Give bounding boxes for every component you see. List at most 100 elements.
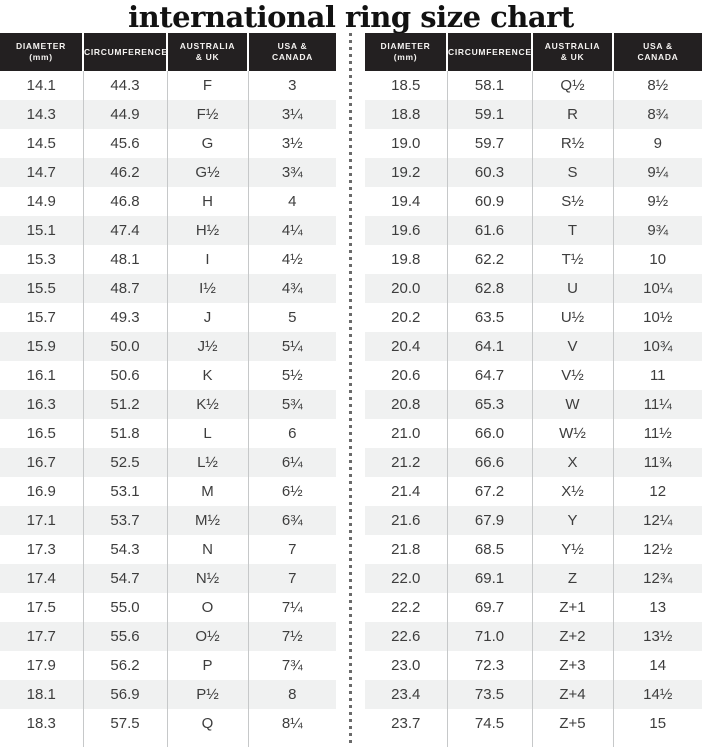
- circumference-cell: 51.8: [82, 419, 167, 448]
- australia-uk-cell: V: [531, 332, 613, 361]
- table-row: 18.5 58.1 Q½ 8½: [365, 71, 702, 100]
- table-row: 21.6 67.9 Y 12¼: [365, 506, 702, 535]
- table-row: 16.5 51.8 L 6: [0, 419, 336, 448]
- header-usa-canada: USA & CANADA: [247, 33, 336, 71]
- circumference-cell: 44.3: [82, 71, 167, 100]
- circumference-cell: 53.7: [82, 506, 167, 535]
- spacer-cell: [365, 738, 447, 747]
- table-body-right: 18.5 58.1 Q½ 8½ 18.8 59.1 R 8¾ 19.0 59.7 R½ 9 19.2 60…: [365, 71, 702, 738]
- spacer-cell: [612, 738, 702, 747]
- usa-canada-cell: 7¾: [247, 651, 336, 680]
- table-row: 17.1 53.7 M½ 6¾: [0, 506, 336, 535]
- circumference-cell: 58.1: [446, 71, 532, 100]
- circumference-cell: 57.5: [82, 709, 167, 738]
- australia-uk-cell: F: [166, 71, 248, 100]
- australia-uk-cell: L: [166, 419, 248, 448]
- usa-canada-cell: 9½: [612, 187, 702, 216]
- diameter-cell: 19.0: [391, 135, 421, 152]
- table-row: 17.5 55.0 O 7¼: [0, 593, 336, 622]
- diameter-cell: 15.5: [0, 274, 83, 303]
- circumference-cell: 68.5: [446, 535, 532, 564]
- diameter-cell: 22.2: [391, 599, 421, 616]
- diameter-cell: 18.8: [365, 100, 447, 129]
- table-separator: [336, 33, 365, 747]
- table-row: 15.1 47.4 H½ 4¼: [0, 216, 336, 245]
- circumference-cell: 73.5: [446, 680, 532, 709]
- usa-canada-cell: 12¾: [612, 564, 702, 593]
- table-body-left: 14.1 44.3 F 3 14.3 44.9 F½ 3¼ 14.5 45.6 G 3½ 14.7 46.…: [0, 71, 336, 738]
- australia-uk-cell: W½: [531, 419, 613, 448]
- circumference-cell: 61.6: [446, 216, 532, 245]
- australia-uk-cell: O: [166, 593, 248, 622]
- diameter-cell: 17.5: [26, 599, 56, 616]
- australia-uk-cell: N½: [166, 564, 248, 593]
- circumference-cell: 72.3: [446, 651, 532, 680]
- usa-canada-cell: 3½: [247, 129, 336, 158]
- table-row: 15.3 48.1 I 4½: [0, 245, 336, 274]
- diameter-cell: 16.5: [26, 425, 56, 442]
- circumference-cell: 66.0: [446, 419, 532, 448]
- circumference-cell: 55.0: [82, 593, 167, 622]
- usa-canada-cell: 8½: [612, 71, 702, 100]
- spacer-cell: [446, 738, 532, 747]
- table-row: 23.7 74.5 Z+5 15: [365, 709, 702, 738]
- table-footer-spacer: [0, 738, 336, 747]
- diameter-cell: 18.1: [0, 680, 83, 709]
- table-row: 16.3 51.2 K½ 5¾: [0, 390, 336, 419]
- usa-canada-cell: 13½: [612, 622, 702, 651]
- table-header: DIAMETER (mm) CIRCUMFERENCE AUSTRALIA & …: [365, 33, 702, 71]
- usa-canada-cell: 14½: [612, 680, 702, 709]
- australia-uk-cell: T½: [531, 245, 613, 274]
- header-line: DIAMETER: [380, 41, 431, 51]
- circumference-cell: 51.2: [82, 390, 167, 419]
- australia-uk-cell: Y: [531, 506, 613, 535]
- australia-uk-cell: Z+3: [531, 651, 613, 680]
- diameter-cell: 21.4: [391, 483, 421, 500]
- diameter-cell: 15.7: [26, 309, 56, 326]
- table-row: 19.4 60.9 S½ 9½: [365, 187, 702, 216]
- table-row: 20.2 63.5 U½ 10½: [365, 303, 702, 332]
- usa-canada-cell: 12½: [612, 535, 702, 564]
- table-row: 16.7 52.5 L½ 6¼: [0, 448, 336, 477]
- circumference-cell: 52.5: [82, 448, 167, 477]
- australia-uk-cell: S: [531, 158, 613, 187]
- circumference-cell: 55.6: [82, 622, 167, 651]
- australia-uk-cell: V½: [531, 361, 613, 390]
- table-row: 15.7 49.3 J 5: [0, 303, 336, 332]
- ring-size-table-left: DIAMETER (mm) CIRCUMFERENCE AUSTRALIA & …: [0, 33, 336, 747]
- circumference-cell: 50.0: [82, 332, 167, 361]
- diameter-cell: 17.7: [0, 622, 83, 651]
- table-row: 14.7 46.2 G½ 3¾: [0, 158, 336, 187]
- australia-uk-cell: R: [531, 100, 613, 129]
- header-circumference: CIRCUMFERENCE: [446, 33, 532, 71]
- circumference-cell: 74.5: [446, 709, 532, 738]
- australia-uk-cell: S½: [531, 187, 613, 216]
- header-diameter: DIAMETER (mm): [365, 33, 447, 71]
- table-row: 17.4 54.7 N½ 7: [0, 564, 336, 593]
- diameter-cell: 14.7: [0, 158, 83, 187]
- spacer-cell: [247, 738, 336, 747]
- diameter-cell: 23.0: [391, 657, 421, 674]
- diameter-cell: 22.0: [365, 564, 447, 593]
- usa-canada-cell: 7½: [247, 622, 336, 651]
- usa-canada-cell: 8¼: [247, 709, 336, 738]
- circumference-cell: 63.5: [446, 303, 532, 332]
- header-line: & UK: [560, 52, 585, 62]
- australia-uk-cell: M½: [166, 506, 248, 535]
- australia-uk-cell: Y½: [531, 535, 613, 564]
- australia-uk-cell: U½: [531, 303, 613, 332]
- australia-uk-cell: L½: [166, 448, 248, 477]
- australia-uk-cell: M: [166, 477, 248, 506]
- diameter-cell: 22.6: [365, 622, 447, 651]
- table-row: 20.4 64.1 V 10¾: [365, 332, 702, 361]
- diameter-cell: 14.5: [26, 135, 56, 152]
- spacer-cell: [531, 738, 613, 747]
- usa-canada-cell: 7: [247, 535, 336, 564]
- usa-canada-cell: 5¼: [247, 332, 336, 361]
- diameter-cell: 17.9: [26, 657, 56, 674]
- diameter-cell: 18.3: [26, 715, 56, 732]
- australia-uk-cell: G½: [166, 158, 248, 187]
- australia-uk-cell: K: [166, 361, 248, 390]
- diameter-cell: 16.9: [26, 483, 56, 500]
- circumference-cell: 46.8: [82, 187, 167, 216]
